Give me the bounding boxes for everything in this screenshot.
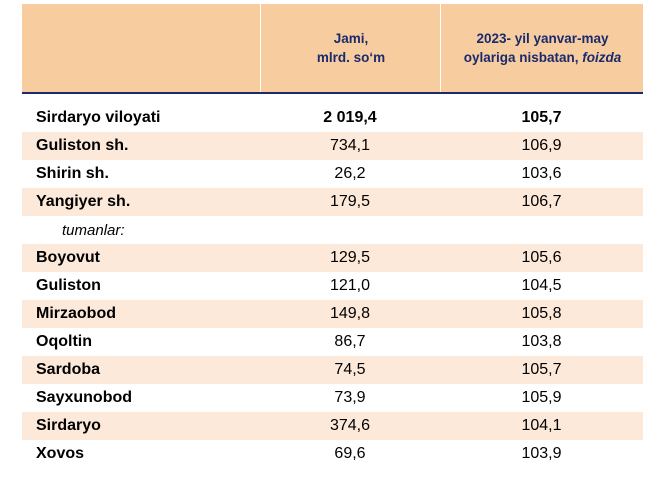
row-name: Xovos bbox=[36, 445, 85, 462]
row-name: Guliston bbox=[36, 277, 101, 294]
row-name: Boyovut bbox=[36, 249, 100, 266]
row-total-value: 69,6 bbox=[334, 445, 366, 462]
row-total-value: 73,9 bbox=[334, 389, 366, 406]
row-percent-value: 103,6 bbox=[521, 165, 562, 182]
row-name: Sirdaryo bbox=[36, 417, 101, 434]
row-percent-value: 103,8 bbox=[521, 333, 562, 350]
table-row: Oqoltin 86,7 103,8 bbox=[22, 328, 643, 356]
table-row: Sardoba 74,5 105,7 bbox=[22, 356, 643, 384]
row-name: Shirin sh. bbox=[36, 165, 109, 182]
table-row: Shirin sh. 26,2 103,6 bbox=[22, 160, 643, 188]
row-total-value: 26,2 bbox=[334, 165, 366, 182]
header-total-line2: mlrd. so‘m bbox=[316, 50, 386, 65]
row-total-value: 121,0 bbox=[329, 277, 371, 294]
row-total-value: 86,7 bbox=[334, 333, 366, 350]
subheading-districts: tumanlar: bbox=[62, 221, 125, 239]
row-total-value: 149,8 bbox=[329, 305, 371, 322]
row-name: Sayxunobod bbox=[36, 389, 133, 406]
row-name: Sirdaryo viloyati bbox=[36, 109, 161, 126]
table-subheading-row: tumanlar: bbox=[22, 216, 643, 244]
row-percent-value: 105,6 bbox=[521, 249, 562, 266]
row-percent-value: 103,9 bbox=[521, 445, 562, 462]
row-percent-value: 105,7 bbox=[521, 361, 562, 378]
row-percent-value: 104,1 bbox=[521, 417, 562, 434]
row-total-value: 734,1 bbox=[329, 137, 371, 154]
table-row: Guliston 121,0 104,5 bbox=[22, 272, 643, 300]
table-row: Sirdaryo 374,6 104,1 bbox=[22, 412, 643, 440]
table-row: Sayxunobod 73,9 105,9 bbox=[22, 384, 643, 412]
header-percent-column: 2023- yil yanvar-may oylariga nisbatan, … bbox=[440, 4, 644, 92]
table-row: Guliston sh. 734,1 106,9 bbox=[22, 132, 643, 160]
header-percent-line2: oylariga nisbatan, bbox=[463, 50, 583, 65]
row-total-value: 129,5 bbox=[329, 249, 371, 266]
row-percent-value: 106,9 bbox=[521, 137, 562, 154]
row-percent-value: 106,7 bbox=[521, 193, 562, 210]
row-name: Oqoltin bbox=[36, 333, 92, 350]
row-total-value: 179,5 bbox=[329, 193, 371, 210]
header-gap bbox=[22, 94, 643, 104]
header-total-line1: Jami, bbox=[333, 31, 369, 46]
header-percent-line1: 2023- yil yanvar-may bbox=[476, 31, 609, 46]
row-percent-value: 105,9 bbox=[521, 389, 562, 406]
row-total-value: 2 019,4 bbox=[323, 109, 377, 126]
row-percent-value: 104,5 bbox=[521, 277, 562, 294]
table-row: Yangiyer sh. 179,5 106,7 bbox=[22, 188, 643, 216]
table-row: Mirzaobod 149,8 105,8 bbox=[22, 300, 643, 328]
row-name: Sardoba bbox=[36, 361, 101, 378]
row-name: Mirzaobod bbox=[36, 305, 116, 322]
table-row: Xovos 69,6 103,9 bbox=[22, 440, 643, 468]
row-total-value: 374,6 bbox=[329, 417, 371, 434]
statistics-table: Jami, mlrd. so‘m 2023- yil yanvar-may oy… bbox=[22, 4, 643, 468]
row-percent-value: 105,8 bbox=[521, 305, 562, 322]
header-region-column bbox=[22, 4, 260, 92]
header-total-column: Jami, mlrd. so‘m bbox=[260, 4, 441, 92]
table-header: Jami, mlrd. so‘m 2023- yil yanvar-may oy… bbox=[22, 4, 643, 94]
row-name: Yangiyer sh. bbox=[36, 193, 131, 210]
row-name: Guliston sh. bbox=[36, 137, 129, 154]
row-percent-value: 105,7 bbox=[521, 109, 562, 126]
table-row-region-total: Sirdaryo viloyati 2 019,4 105,7 bbox=[22, 104, 643, 132]
table-row: Boyovut 129,5 105,6 bbox=[22, 244, 643, 272]
header-percent-unit: foizda bbox=[582, 50, 622, 65]
row-total-value: 74,5 bbox=[334, 361, 366, 378]
